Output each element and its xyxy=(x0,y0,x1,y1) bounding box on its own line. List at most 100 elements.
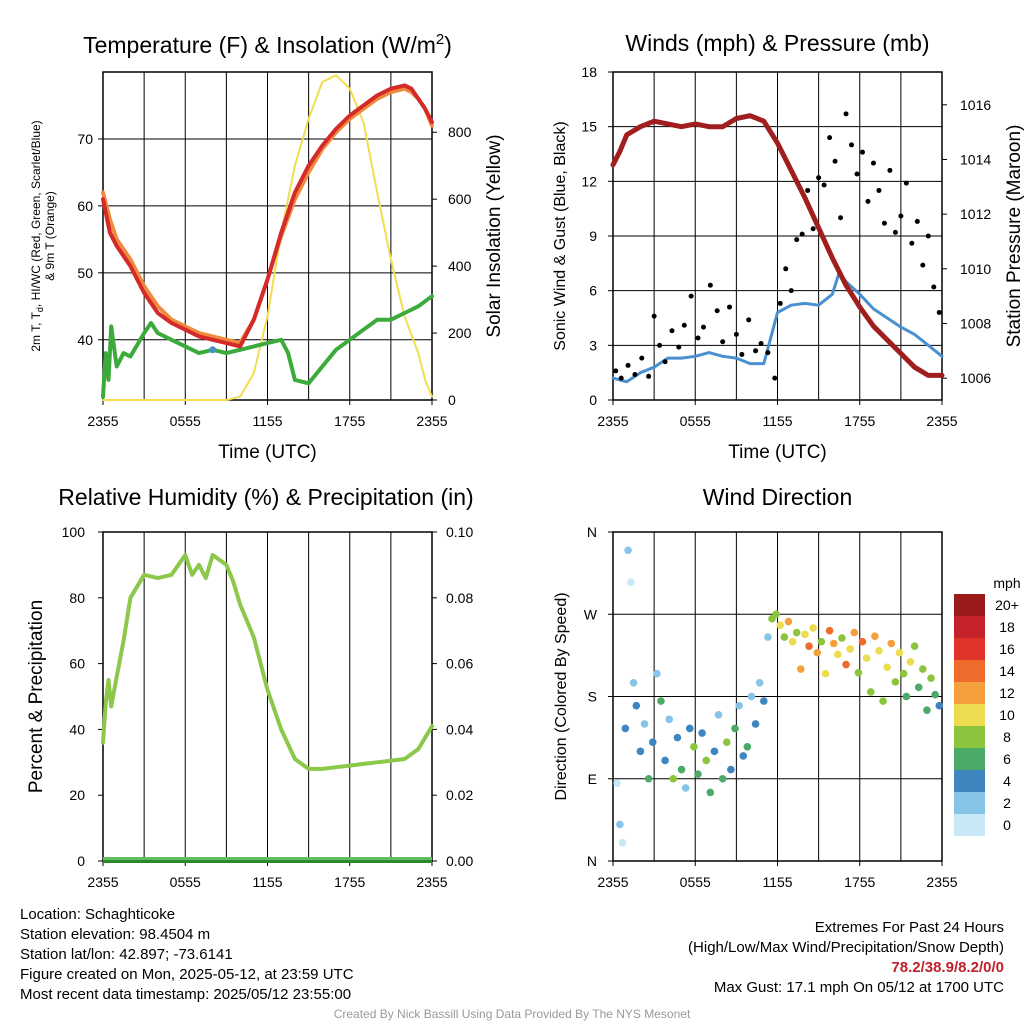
temperature-ylabel-left-line2: & 9m T (Orange) xyxy=(43,191,57,281)
x-tick-label: 2355 xyxy=(597,874,628,890)
gust-point xyxy=(783,266,789,272)
legend-swatch xyxy=(954,748,985,770)
temperature-title-main: Temperature (F) & Insolation (W/m xyxy=(83,32,436,58)
temperature-title-sup: 2 xyxy=(436,31,444,48)
gust-point xyxy=(727,304,733,310)
direction-point xyxy=(735,701,743,710)
legend-swatch xyxy=(954,638,985,660)
gust-point xyxy=(700,324,706,330)
legend-swatch xyxy=(954,726,985,748)
direction-point xyxy=(755,678,764,687)
direction-point xyxy=(669,774,678,783)
legend-swatch xyxy=(954,814,985,836)
direction-point xyxy=(862,654,871,662)
legend-label: 14 xyxy=(999,663,1015,679)
direction-title: Wind Direction xyxy=(703,484,853,510)
legend-label: 0 xyxy=(1003,817,1011,833)
y2-tick-label: 1008 xyxy=(960,315,991,331)
gust-point xyxy=(832,158,838,164)
direction-point xyxy=(895,648,904,657)
temperature-title: Temperature (F) & Insolation (W/m2) xyxy=(83,31,452,58)
legend-swatch xyxy=(954,616,985,638)
y-tick-label: 40 xyxy=(69,721,85,737)
direction-point xyxy=(618,838,627,847)
gust-point xyxy=(816,175,822,181)
y-tick-label: 9 xyxy=(589,228,597,244)
direction-point xyxy=(710,747,719,756)
x-tick-label: 2355 xyxy=(87,413,118,429)
humidity-title: Relative Humidity (%) & Precipitation (i… xyxy=(58,484,473,510)
temperature-title-end: ) xyxy=(444,32,452,58)
gust-point xyxy=(843,111,849,117)
y-tick-label: 70 xyxy=(77,131,93,147)
gust-point xyxy=(810,226,816,232)
legend-swatch xyxy=(954,792,985,814)
gust-point xyxy=(859,149,865,155)
gust-point xyxy=(758,341,764,347)
direction-ylabel-left: Direction (Colored By Speed) xyxy=(553,592,570,800)
direction-point xyxy=(927,674,935,683)
direction-point xyxy=(887,639,896,648)
direction-point xyxy=(751,720,760,728)
direction-point xyxy=(718,774,727,783)
gust-point xyxy=(662,359,668,365)
x-tick-label: 2355 xyxy=(597,413,628,429)
max-gust: Max Gust: 17.1 mph On 05/12 at 1700 UTC xyxy=(713,979,1004,996)
gust-point xyxy=(753,348,759,354)
legend-label: 6 xyxy=(1003,751,1011,767)
dewpoint-line xyxy=(101,294,434,399)
gust-point xyxy=(898,213,904,219)
direction-point xyxy=(616,820,624,829)
figure-created: Figure created on Mon, 2025-05-12, at 23… xyxy=(20,966,354,983)
direction-point xyxy=(694,770,702,778)
direction-point xyxy=(875,647,883,655)
x-tick-label: 1755 xyxy=(844,874,875,890)
direction-point xyxy=(661,756,669,765)
gust-point xyxy=(618,375,624,381)
gust-point xyxy=(925,233,931,239)
direction-point xyxy=(813,648,822,657)
pressure-line xyxy=(610,113,945,378)
gust-point xyxy=(903,180,909,186)
direction-point xyxy=(821,669,830,678)
gust-point xyxy=(639,355,645,361)
winds-ylabel-right: Station Pressure (Maroon) xyxy=(1004,125,1024,348)
gust-point xyxy=(695,335,701,341)
direction-point xyxy=(702,756,711,765)
y-tick-label: 40 xyxy=(77,332,93,348)
direction-point xyxy=(613,779,621,788)
gust-point xyxy=(739,351,745,357)
y2-tick-label: 0.02 xyxy=(446,787,473,803)
direction-point xyxy=(747,692,756,701)
y2-tick-label: 0.06 xyxy=(446,656,473,672)
direction-point xyxy=(805,642,813,651)
direction-point xyxy=(919,665,927,673)
y2-tick-label: 800 xyxy=(448,124,472,140)
direction-point xyxy=(834,650,842,659)
x-tick-label: 0555 xyxy=(170,874,201,890)
y-tick-label: E xyxy=(588,771,597,787)
x-tick-label: 1755 xyxy=(334,413,365,429)
y2-tick-label: 0 xyxy=(448,392,456,408)
x-tick-label: 0555 xyxy=(680,874,711,890)
legend-swatch xyxy=(954,682,985,704)
y-tick-label: N xyxy=(587,853,597,869)
gust-point xyxy=(733,331,739,337)
humidity-line xyxy=(101,553,434,771)
direction-point xyxy=(644,774,653,783)
legend-label: 8 xyxy=(1003,729,1011,745)
legend-swatch xyxy=(954,660,985,682)
direction-point xyxy=(627,578,635,587)
precip-bar-highlight xyxy=(103,857,432,860)
y-tick-label: 0 xyxy=(589,392,597,408)
y-tick-label: 6 xyxy=(589,283,597,299)
gust-point xyxy=(625,362,631,368)
direction-point xyxy=(797,665,805,673)
direction-point xyxy=(698,729,706,737)
direction-point xyxy=(935,701,944,710)
gust-point xyxy=(688,293,694,299)
x-tick-label: 1155 xyxy=(762,874,792,890)
direction-point xyxy=(792,628,801,637)
y2-tick-label: 600 xyxy=(448,191,472,207)
legend-label: 4 xyxy=(1003,773,1011,789)
